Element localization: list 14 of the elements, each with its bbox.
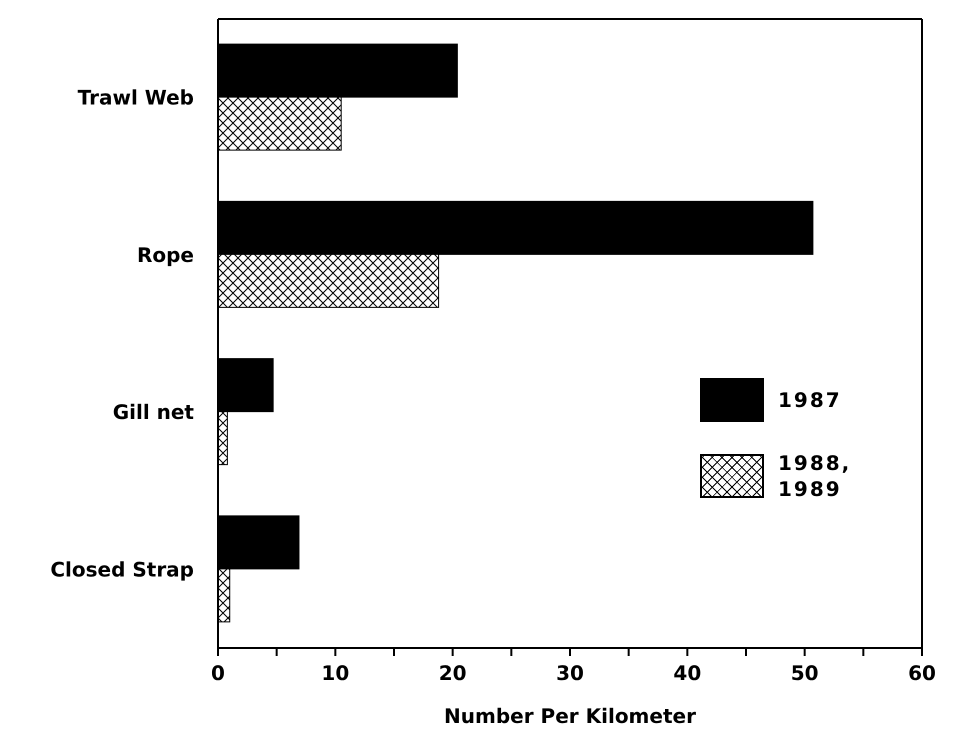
x-tick-label: 10 [321, 661, 350, 686]
y-tick-label: Trawl Web [78, 86, 194, 110]
x-tick-label: 60 [908, 661, 936, 686]
y-tick-label: Rope [136, 242, 194, 267]
x-axis-title: Number Per Kilometer [444, 704, 696, 728]
y-tick-label: Gill net [112, 400, 194, 424]
x-tick-label: 50 [790, 661, 819, 686]
x-tick-label: 20 [438, 661, 467, 686]
x-tick-label: 40 [673, 661, 702, 686]
x-tick-label: 30 [556, 661, 584, 686]
legend-label: 1987 [778, 387, 843, 413]
legend-label: 1988, 1989 [778, 450, 852, 502]
y-tick-label: Closed Strap [50, 557, 194, 582]
x-tick-label: 0 [211, 661, 225, 686]
